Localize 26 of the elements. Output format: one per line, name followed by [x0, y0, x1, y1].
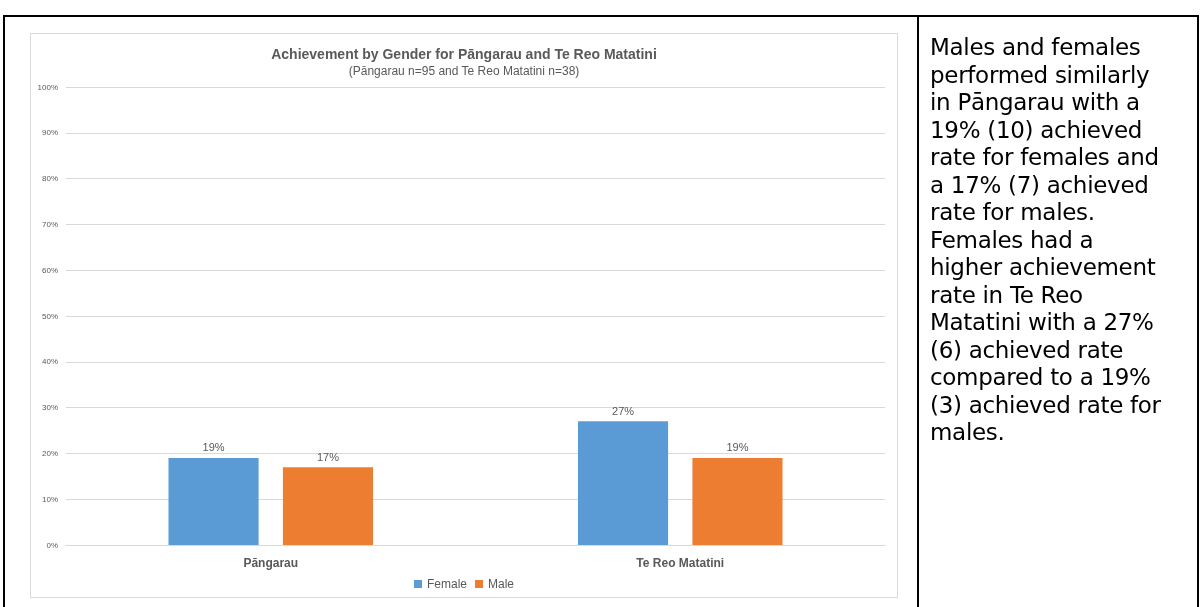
bar: [578, 421, 669, 545]
text: Males and females performed similarly in Pāngarau with a 19% (10) achieved rate for females and a 17% (7) achieved rate for males. Females had a higher achievement rate in Te Reo Matatini with a 27% (6) achieved rate compared to a 19% (3) achieved rate for males.: [930, 34, 1161, 445]
data-label: 17%: [316, 450, 340, 463]
chart-title: Achievement by Gender for Pāngarau and Te Reo Matatini: [271, 46, 657, 62]
y-tick-label: 40%: [41, 357, 58, 367]
y-tick-label: 90%: [41, 128, 58, 138]
y-tick-label: 20%: [41, 448, 58, 458]
y-tick-label: 0%: [46, 540, 58, 550]
bar: [168, 457, 259, 545]
y-tick-label: 30%: [41, 403, 58, 413]
data-label: 27%: [612, 404, 635, 417]
y-tick-label: 60%: [41, 265, 58, 275]
data-label: 19%: [726, 441, 749, 454]
bar: [282, 467, 373, 545]
y-tick-label: 100%: [37, 82, 58, 92]
y-tick-label: 70%: [41, 219, 58, 229]
chart-subtitle: (Pāngarau n=95 and Te Reo Matatini n=38): [348, 64, 580, 78]
bar: [692, 457, 783, 545]
legend-label: Male: [488, 577, 515, 591]
x-tick-label: Pāngarau: [243, 556, 299, 570]
y-tick-label: 50%: [41, 311, 58, 321]
data-label: 19%: [202, 441, 225, 454]
y-tick-label: 80%: [41, 174, 58, 184]
legend-label: Female: [426, 577, 468, 591]
x-tick-label: Te Reo Matatini: [636, 556, 725, 570]
y-tick-label: 10%: [41, 494, 58, 504]
